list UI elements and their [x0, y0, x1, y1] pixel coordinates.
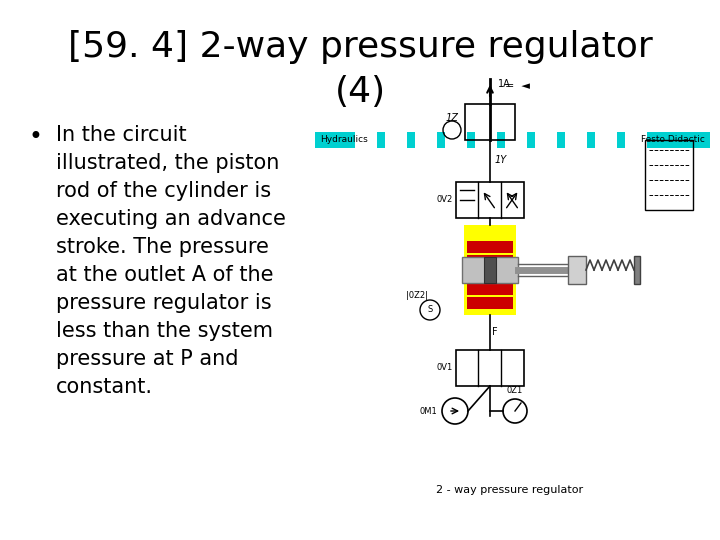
Bar [462, 257, 518, 283]
Bar [456, 350, 524, 386]
Bar [464, 225, 516, 315]
Text: =  ◄: = ◄ [505, 81, 530, 91]
Text: F: F [492, 327, 498, 337]
Bar [634, 256, 640, 284]
Bar [535, 132, 557, 148]
Bar [565, 132, 587, 148]
Text: constant.: constant. [56, 377, 153, 397]
Bar [645, 140, 693, 210]
Bar [315, 132, 710, 148]
Bar [467, 269, 513, 281]
Text: •: • [28, 125, 42, 149]
Text: 1Z: 1Z [446, 113, 459, 123]
Bar [505, 132, 527, 148]
Text: 1Y: 1Y [495, 155, 508, 165]
Bar [595, 132, 617, 148]
Bar [467, 297, 513, 309]
Text: pressure regulator is: pressure regulator is [56, 293, 271, 313]
Bar [385, 132, 407, 148]
Text: stroke. The pressure: stroke. The pressure [56, 237, 269, 257]
Bar [445, 132, 467, 148]
Bar [415, 132, 437, 148]
Bar [484, 257, 496, 283]
Text: S: S [428, 306, 433, 314]
Text: less than the system: less than the system [56, 321, 273, 341]
Text: rod of the cylinder is: rod of the cylinder is [56, 181, 271, 201]
Text: pressure at P and: pressure at P and [56, 349, 238, 369]
Text: 0Z1: 0Z1 [507, 386, 523, 395]
Text: |0Z2|: |0Z2| [406, 291, 428, 300]
Bar [456, 182, 524, 218]
Text: 2 - way pressure regulator: 2 - way pressure regulator [436, 485, 584, 495]
Text: 1A: 1A [498, 79, 510, 89]
Text: 0V2: 0V2 [437, 195, 453, 205]
Text: executing an advance: executing an advance [56, 209, 286, 229]
Bar [568, 256, 586, 284]
Bar [465, 104, 515, 140]
Bar [475, 132, 497, 148]
Text: (4): (4) [334, 75, 386, 109]
Text: In the circuit: In the circuit [56, 125, 186, 145]
Bar [467, 283, 513, 295]
Text: illustrated, the piston: illustrated, the piston [56, 153, 279, 173]
Bar [467, 241, 513, 253]
Bar [355, 132, 377, 148]
Bar [467, 255, 513, 267]
Text: 0V1: 0V1 [437, 363, 453, 373]
Bar [625, 132, 647, 148]
Text: at the outlet A of the: at the outlet A of the [56, 265, 274, 285]
Text: [59. 4] 2-way pressure regulator: [59. 4] 2-way pressure regulator [68, 30, 652, 64]
Text: 0M1: 0M1 [419, 407, 437, 415]
Text: Hydraulics: Hydraulics [320, 136, 368, 145]
Text: Festo Didactic: Festo Didactic [641, 136, 705, 145]
